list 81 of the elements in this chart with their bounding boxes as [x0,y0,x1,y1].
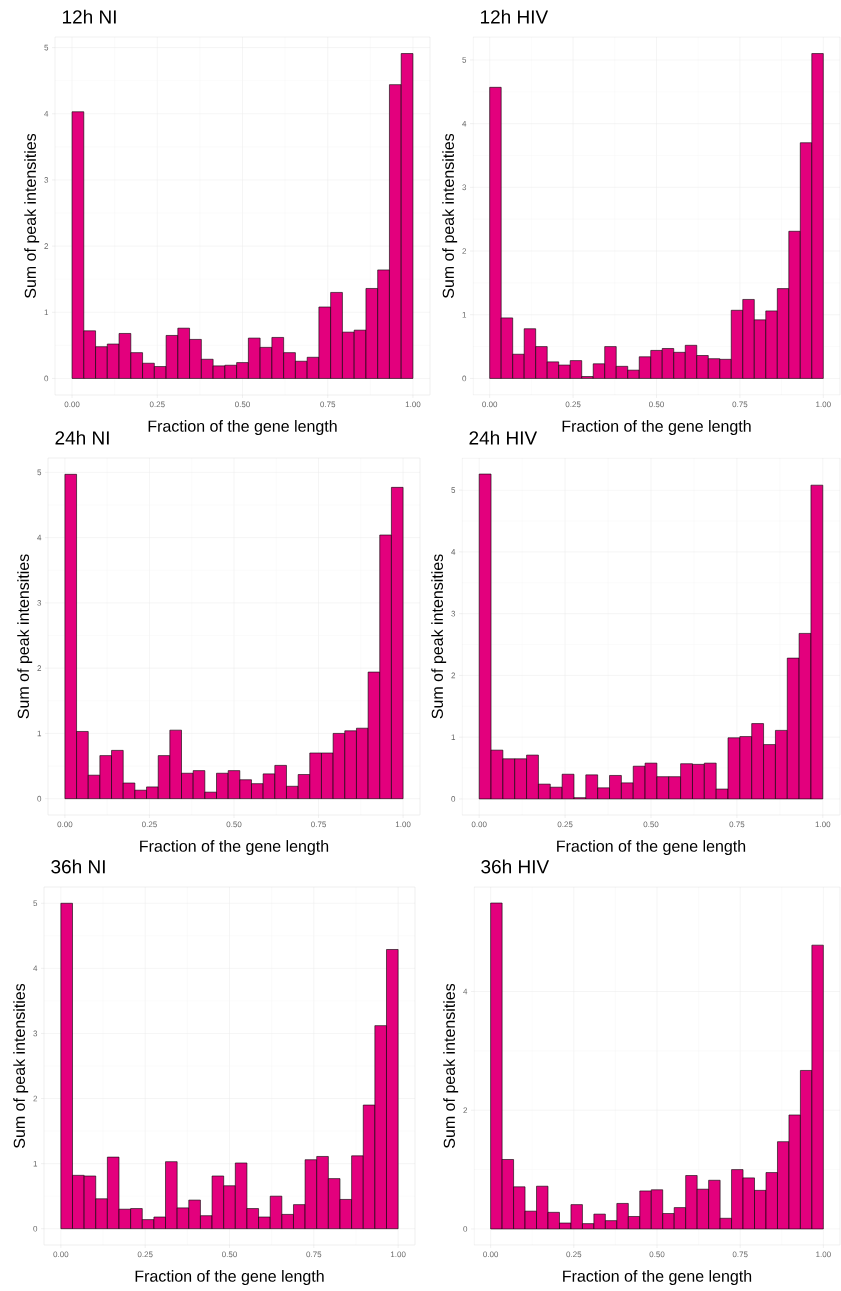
y-tick-label: 1 [451,734,456,740]
x-tick-label: 1.00 [816,401,831,408]
x-tick-label: 1.00 [816,1251,831,1258]
y-tick-label: 1 [44,309,49,316]
x-tick-label: 0.00 [471,821,487,828]
x-tick-label: 0.00 [53,1251,69,1258]
y-tick-label: 5 [462,57,467,63]
y-tick-label: 5 [33,900,38,907]
x-axis-title: Fraction of the gene length [563,1270,752,1285]
y-tick-label: 3 [33,1030,38,1037]
x-tick-label: 1.00 [815,821,831,828]
chart-title: 24h NI [55,430,109,445]
y-axis-title: Sum of peak intensities [24,133,40,298]
y-tick-label: 4 [37,534,42,541]
x-tick-label: 0.25 [149,401,165,408]
x-tick-label: 0.25 [557,821,573,828]
chart-title: 24h HIV [469,430,538,445]
chart-title: 36h HIV [481,859,550,874]
y-tick-label: 0 [451,796,456,802]
x-tick-label: 0.75 [320,401,336,408]
y-axis-title: Sum of peak intensities [431,554,447,719]
y-tick-label: 0 [463,1226,468,1232]
x-tick-label: 0.50 [643,821,659,828]
x-axis-title: Fraction of the gene length [557,840,746,855]
x-tick-label: 0.00 [57,821,73,828]
y-tick-label: 4 [462,120,467,127]
x-tick-label: 0.50 [649,1251,665,1258]
x-tick-label: 0.50 [235,401,250,408]
chart-title: 36h NI [51,859,105,874]
y-tick-label: 1 [462,311,467,318]
y-axis-title: Sum of peak intensities [442,133,458,298]
x-tick-label: 0.00 [482,401,498,408]
y-tick-label: 2 [462,248,467,254]
x-axis-title: Fraction of the gene length [140,840,329,855]
y-tick-label: 1 [33,1160,38,1167]
y-axis-title: Sum of peak intensities [17,554,33,719]
y-tick-label: 2 [44,243,49,249]
x-tick-label: 0.00 [483,1251,499,1258]
x-tick-label: 0.75 [732,401,748,408]
x-tick-label: 0.25 [566,1251,582,1258]
y-tick-label: 0 [462,375,467,382]
x-tick-label: 1.00 [395,821,411,828]
y-axis-title: Sum of peak intensities [443,983,459,1148]
y-tick-label: 4 [463,988,468,995]
y-tick-label: 2 [33,1095,38,1102]
x-axis-title: Fraction of the gene length [148,420,337,435]
y-tick-label: 0 [44,375,49,382]
x-axis-title: Fraction of the gene length [135,1270,324,1285]
y-tick-label: 5 [451,487,456,493]
x-tick-label: 1.00 [390,1251,406,1258]
y-tick-label: 2 [451,672,456,679]
x-tick-label: 0.50 [226,821,242,828]
y-tick-label: 0 [33,1225,38,1232]
y-tick-label: 5 [37,469,42,476]
x-tick-label: 1.00 [405,401,421,408]
x-tick-label: 0.25 [141,821,157,828]
x-tick-label: 0.00 [64,401,80,408]
x-tick-label: 0.25 [565,401,581,408]
x-tick-label: 0.50 [649,401,664,408]
x-tick-label: 0.25 [137,1251,153,1258]
chart-title: 12h NI [62,9,116,24]
x-tick-label: 0.50 [222,1251,237,1258]
x-tick-label: 0.75 [306,1251,322,1258]
y-tick-label: 4 [451,549,456,555]
y-tick-label: 1 [37,730,42,737]
y-tick-label: 4 [44,111,49,117]
y-tick-label: 3 [451,610,456,617]
x-axis-title: Fraction of the gene length [562,420,751,435]
y-tick-label: 3 [44,177,49,183]
x-tick-label: 0.75 [311,821,326,828]
y-tick-label: 2 [37,665,42,671]
y-tick-label: 4 [33,965,38,972]
y-tick-label: 5 [44,44,49,51]
x-tick-label: 0.75 [729,821,745,828]
chart-title: 12h HIV [480,9,549,24]
x-tick-label: 0.75 [732,1251,748,1258]
y-tick-label: 0 [37,795,42,802]
y-axis-title: Sum of peak intensities [13,983,29,1148]
y-tick-label: 3 [37,600,42,606]
y-tick-label: 2 [463,1107,468,1114]
y-tick-label: 3 [462,184,467,191]
